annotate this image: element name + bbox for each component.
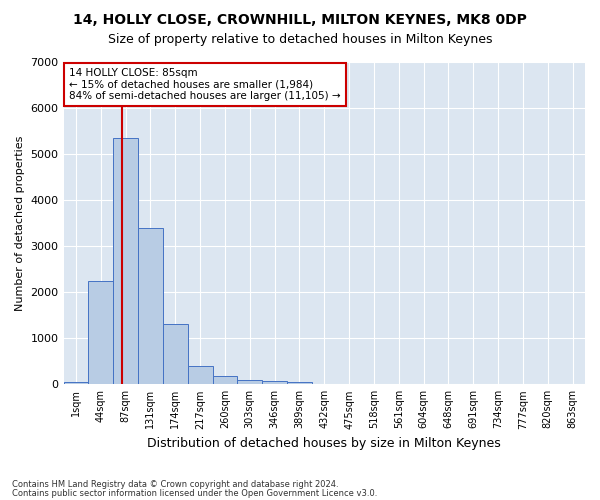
Text: Size of property relative to detached houses in Milton Keynes: Size of property relative to detached ho… <box>108 32 492 46</box>
Bar <box>287 382 312 384</box>
Bar <box>188 366 212 384</box>
Bar <box>64 382 88 384</box>
Text: 14, HOLLY CLOSE, CROWNHILL, MILTON KEYNES, MK8 0DP: 14, HOLLY CLOSE, CROWNHILL, MILTON KEYNE… <box>73 12 527 26</box>
Bar <box>262 382 287 384</box>
Bar <box>238 380 262 384</box>
Bar <box>138 228 163 384</box>
Bar <box>212 376 238 384</box>
X-axis label: Distribution of detached houses by size in Milton Keynes: Distribution of detached houses by size … <box>148 437 501 450</box>
Text: Contains HM Land Registry data © Crown copyright and database right 2024.: Contains HM Land Registry data © Crown c… <box>12 480 338 489</box>
Y-axis label: Number of detached properties: Number of detached properties <box>15 135 25 310</box>
Text: 14 HOLLY CLOSE: 85sqm
← 15% of detached houses are smaller (1,984)
84% of semi-d: 14 HOLLY CLOSE: 85sqm ← 15% of detached … <box>69 68 340 101</box>
Bar <box>88 280 113 384</box>
Bar <box>113 138 138 384</box>
Bar <box>163 324 188 384</box>
Text: Contains public sector information licensed under the Open Government Licence v3: Contains public sector information licen… <box>12 488 377 498</box>
